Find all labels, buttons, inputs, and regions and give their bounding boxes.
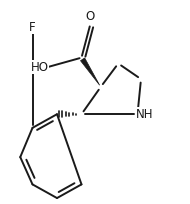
Text: HO: HO bbox=[31, 61, 48, 74]
Text: NH: NH bbox=[135, 108, 153, 121]
Polygon shape bbox=[81, 58, 100, 85]
Text: F: F bbox=[29, 21, 36, 34]
Text: O: O bbox=[86, 10, 95, 23]
